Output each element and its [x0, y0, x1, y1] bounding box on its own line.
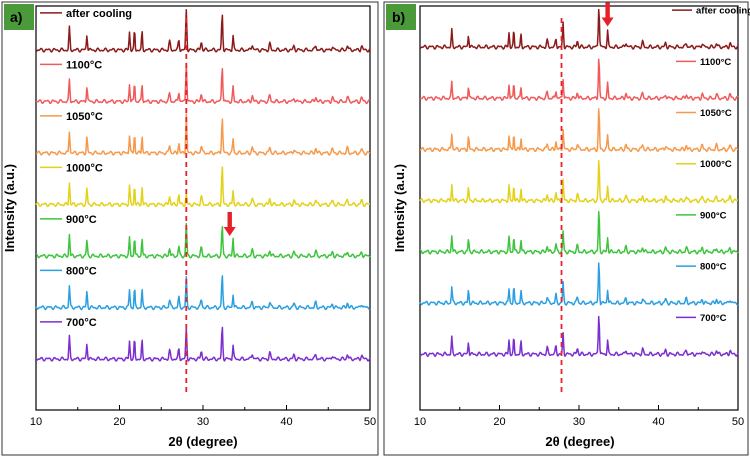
series-line — [35, 275, 371, 311]
legend-label: 1050°C — [700, 108, 732, 119]
x-axis-title: 2θ (degree) — [545, 434, 614, 449]
legend-label: 900°C — [66, 214, 97, 226]
series-line — [419, 159, 739, 204]
legend-label: 700°C — [700, 313, 727, 324]
x-tick-label: 30 — [573, 416, 585, 428]
panel-border — [383, 1, 749, 456]
series-line — [35, 222, 371, 259]
panel-tag-label: b) — [392, 9, 405, 25]
series-line — [35, 113, 371, 156]
panel-border — [1, 1, 379, 456]
legend-label: 1100°C — [66, 59, 102, 71]
red-arrow-icon — [601, 2, 614, 27]
series-line — [419, 8, 739, 50]
series-line — [419, 262, 739, 306]
legend-label: 1000°C — [66, 162, 103, 174]
series-line — [35, 166, 371, 208]
red-arrow-icon — [223, 212, 236, 236]
series-line — [419, 210, 739, 255]
legend-label: after cooling — [66, 8, 132, 20]
x-tick-label: 10 — [414, 416, 426, 428]
x-tick-label: 40 — [652, 416, 664, 428]
series-line — [35, 326, 371, 362]
x-tick-label: 40 — [280, 416, 292, 428]
series-line — [419, 315, 739, 357]
panel-b: b) 10 20 30 40 50 2θ (degree) Intensity (a.u.) a… — [383, 1, 750, 456]
legend-label: after cooling — [696, 6, 750, 17]
legend-label: 800°C — [66, 265, 97, 277]
x-tick-label: 30 — [197, 416, 209, 428]
panel-tag-label: a) — [10, 9, 22, 25]
series-line — [419, 58, 739, 101]
x-axis-title: 2θ (degree) — [168, 434, 237, 449]
y-axis-title: Intensity (a.u.) — [392, 164, 407, 252]
legend-label: 800°C — [700, 262, 727, 273]
y-axis-title: Intensity (a.u.) — [2, 164, 17, 252]
panel-a: a) 10 20 30 40 50 2θ (degree) Intensity (a.u.) a… — [1, 1, 379, 456]
x-tick-label: 20 — [113, 416, 125, 428]
series-line — [35, 8, 371, 53]
x-tick-label: 50 — [732, 416, 744, 428]
panel-tag — [4, 4, 34, 30]
legend-label: 1000°C — [700, 159, 732, 170]
x-tick-label: 50 — [364, 416, 376, 428]
series-line — [35, 62, 371, 105]
legend-label: 1050°C — [66, 111, 103, 123]
legend-label: 1100°C — [700, 57, 731, 68]
legend-label: 700°C — [66, 317, 97, 329]
legend-label: 900°C — [700, 210, 727, 221]
x-tick-label: 10 — [30, 416, 42, 428]
series-line — [419, 108, 739, 153]
x-tick-label: 20 — [493, 416, 505, 428]
panel-tag — [386, 4, 416, 30]
